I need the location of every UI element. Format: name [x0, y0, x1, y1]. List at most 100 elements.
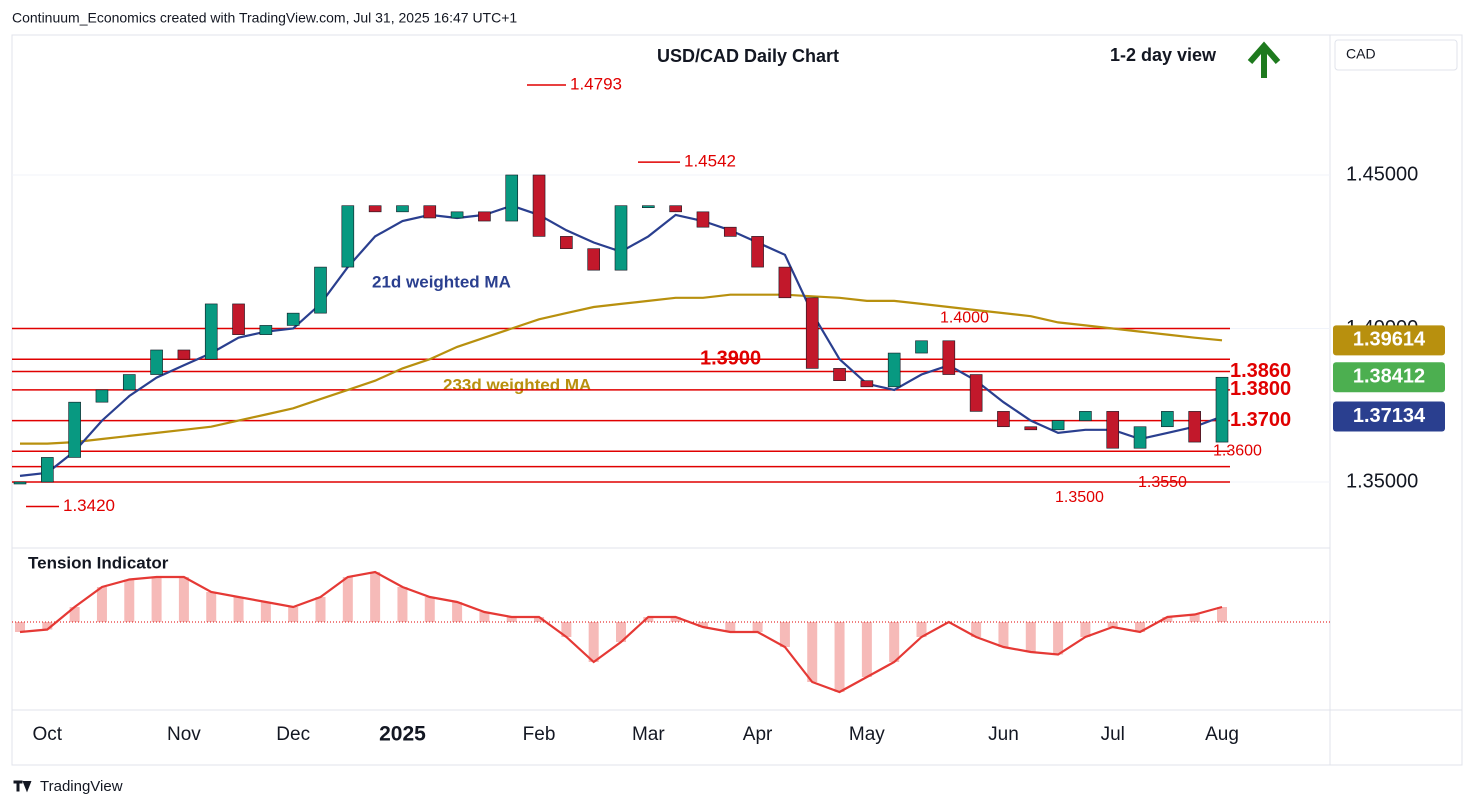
indicator-bar	[643, 617, 654, 622]
candle	[642, 205, 655, 208]
indicator-bar	[834, 622, 845, 692]
x-tick-label: Feb	[523, 724, 556, 745]
indicator-bar	[752, 622, 763, 632]
y-tick-label: 1.35000	[1346, 470, 1418, 492]
extreme-label: 1.4542	[684, 152, 736, 171]
indicator-bar	[479, 612, 490, 622]
ma-line	[20, 293, 1223, 445]
level-label: 1.3700	[1230, 409, 1291, 431]
candle	[95, 389, 109, 403]
ma21-label: 21d weighted MA	[372, 272, 511, 291]
candle	[860, 380, 874, 388]
candle	[805, 297, 819, 369]
indicator-bar	[151, 577, 162, 622]
ma233-label: 233d weighted MA	[443, 375, 591, 394]
candle	[751, 236, 764, 268]
x-tick-label: Mar	[632, 724, 665, 745]
candle	[696, 211, 710, 228]
level-label: 1.3600	[1213, 443, 1262, 460]
indicator-bar	[588, 622, 599, 662]
candle	[669, 205, 682, 213]
indicator-bar	[861, 622, 872, 677]
candle	[1161, 411, 1174, 428]
x-tick-label: Dec	[276, 724, 310, 745]
indicator-bar	[206, 592, 217, 622]
candle	[1188, 411, 1201, 443]
level-label: 1.3860	[1230, 360, 1291, 382]
indicator-bar	[15, 622, 25, 632]
indicator-bar	[534, 617, 545, 622]
up-arrow	[1247, 41, 1281, 78]
indicator-bar	[1189, 614, 1200, 622]
level-label: 1.3900	[700, 347, 761, 369]
candle	[177, 349, 191, 360]
indicator-bar	[178, 577, 189, 622]
candle	[396, 205, 409, 213]
x-tick-label: Apr	[743, 724, 773, 745]
indicator-bar	[1025, 622, 1036, 652]
indicator-bar	[506, 617, 517, 622]
candle	[286, 312, 300, 326]
indicator-line	[19, 570, 1223, 694]
candle	[997, 411, 1010, 428]
indicator-bar	[889, 622, 900, 662]
level-label: 1.3500	[1055, 489, 1104, 506]
price-tag	[1333, 401, 1445, 432]
y-tick-label: 1.45000	[1346, 163, 1418, 185]
candle	[915, 340, 928, 354]
tv-logo	[13, 780, 32, 793]
currency: CAD	[1346, 46, 1376, 62]
indicator-bar	[233, 597, 244, 622]
subtitle: 1-2 day view	[1110, 45, 1217, 65]
candle	[587, 248, 600, 271]
x-tick-label: Jul	[1101, 724, 1125, 745]
candle	[122, 374, 136, 391]
candle	[150, 349, 163, 375]
price-tag-label: 1.39614	[1353, 329, 1426, 351]
indicator-bar	[96, 587, 107, 622]
candle	[1133, 426, 1147, 449]
candle	[723, 226, 737, 237]
candle	[614, 205, 628, 271]
price-tag-label: 1.38412	[1353, 366, 1425, 388]
price-tag	[1333, 362, 1445, 393]
extreme-label: 1.3420	[63, 496, 115, 515]
indicator-bar	[124, 579, 135, 622]
candle	[505, 174, 519, 222]
indicator-bar	[1217, 607, 1227, 622]
candle	[532, 174, 546, 237]
indicator-title: Tension Indicator	[28, 553, 169, 572]
x-tick-label: Nov	[167, 724, 201, 745]
header: Continuum_Economics created with Trading…	[12, 10, 517, 26]
x-tick-label: Aug	[1205, 724, 1239, 745]
x-tick-label: Oct	[33, 724, 63, 745]
indicator-bar	[725, 622, 736, 632]
candle	[778, 266, 792, 299]
indicator-bar	[616, 622, 626, 642]
candle	[969, 374, 983, 412]
indicator-bar	[260, 602, 271, 622]
indicator-bar	[342, 577, 353, 622]
indicator-bar	[1162, 617, 1173, 622]
indicator-bar	[916, 622, 927, 637]
candle	[833, 368, 846, 381]
indicator-bar	[452, 602, 463, 622]
candle	[942, 340, 956, 375]
indicator-bar	[807, 622, 818, 682]
candle	[314, 266, 327, 314]
indicator-bar	[561, 622, 572, 637]
candle	[68, 401, 81, 458]
candle	[1079, 411, 1092, 421]
candle	[1215, 376, 1229, 443]
indicator-bar	[315, 597, 326, 622]
indicator-bar	[697, 622, 708, 627]
x-tick-label: May	[849, 724, 885, 745]
candle	[204, 303, 218, 360]
candle	[560, 236, 573, 249]
indicator-bar	[1080, 622, 1091, 637]
indicator-bar	[288, 607, 299, 622]
candle	[13, 481, 27, 485]
candle	[1106, 411, 1120, 449]
